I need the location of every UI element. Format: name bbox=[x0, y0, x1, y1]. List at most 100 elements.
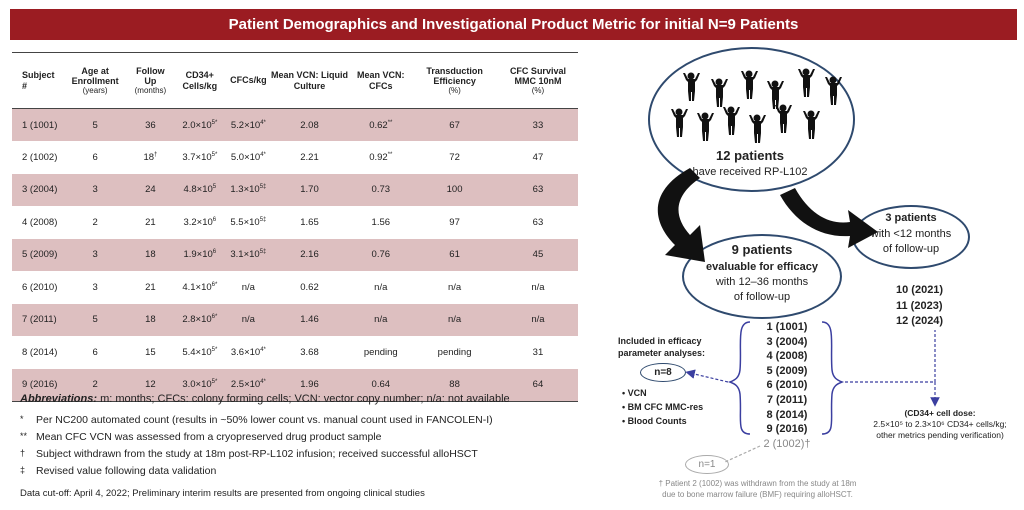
table-cell: 21 bbox=[145, 216, 156, 228]
all-patients-ellipse bbox=[648, 47, 855, 192]
abbreviations: Abbreviations: m: months; CFCs: colony f… bbox=[20, 393, 510, 405]
header-followup: Follow Up (months) bbox=[129, 52, 172, 109]
table-cell: 64 bbox=[497, 368, 578, 402]
table-cell: n/a bbox=[241, 281, 255, 293]
table-cell: 1.46 bbox=[268, 303, 351, 336]
table-cell: 67 bbox=[411, 108, 498, 141]
patient-id: 5 (2009) bbox=[766, 364, 808, 377]
table-row: 6 (2010) 3 21 4.1×106* n/a 0.62 n/a n/a n/a bbox=[12, 271, 578, 304]
table-cell: pending bbox=[363, 346, 398, 358]
table-cell: 4 (2008) bbox=[22, 216, 58, 228]
table-cell: 2.21 bbox=[300, 151, 319, 163]
header-survival: CFC Survival MMC 10nM (%) bbox=[497, 52, 578, 109]
patient-id: 9 (2016) bbox=[766, 423, 808, 436]
table-row: 3 (2004) 3 24 4.8×105 1.3×105‡ 1.70 0.73 100 63 bbox=[12, 173, 578, 206]
person-icon bbox=[749, 114, 766, 143]
table-cell: 12 bbox=[129, 368, 172, 402]
patient-id: 11 (2023) bbox=[896, 299, 943, 312]
table-cell: 3.0×105* bbox=[171, 368, 229, 402]
footnote-2: ** Mean CFC VCN was assessed from a cryop… bbox=[20, 431, 382, 443]
table-cell: 36 bbox=[129, 108, 172, 141]
table-cell: n/a bbox=[531, 281, 545, 293]
param-item: • BM CFC MMC-res bbox=[622, 402, 704, 412]
patient-id: 7 (2011) bbox=[766, 393, 808, 406]
table-cell: 100 bbox=[411, 173, 498, 206]
table-cell: 88 bbox=[411, 368, 498, 402]
table-cell: 5.2×104* bbox=[228, 108, 269, 141]
table-cell: 2.0×105* bbox=[171, 108, 229, 141]
evaluable-label: evaluable for efficacy bbox=[706, 261, 818, 273]
header-vcn-cfc: Mean VCN: CFCs bbox=[350, 52, 412, 109]
table-cell: 2 bbox=[60, 368, 130, 402]
cd34-dose-note: (CD34+ cell dose: 2.5×10⁵ to 2.3×10⁶ CD3… bbox=[873, 408, 1007, 440]
efficacy-params-list: • VCN • BM CFC MMC-res • Blood Counts bbox=[622, 386, 703, 428]
table-cell: 1.65 bbox=[300, 216, 319, 228]
arrow-to-evaluable bbox=[657, 168, 705, 262]
table-cell: 1.96 bbox=[268, 368, 351, 402]
arrow-to-short-followup bbox=[780, 188, 878, 248]
withdrawal-note: † Patient 2 (1002) was withdrawn from th… bbox=[658, 479, 857, 499]
evaluable-ellipse bbox=[682, 234, 842, 319]
table-cell: 5 (2009) bbox=[12, 238, 61, 271]
short-followup-sub-2: of follow-up bbox=[882, 243, 940, 255]
person-icon bbox=[723, 106, 740, 135]
table-cell: n/a bbox=[411, 303, 498, 336]
person-icon bbox=[825, 76, 842, 105]
left-brace bbox=[727, 321, 751, 435]
table-row: 9 (2016) 2 12 3.0×105* 2.5×104* 1.96 0.64 88 64 bbox=[12, 368, 578, 402]
data-cutoff-note: Data cut-off: April 4, 2022; Preliminary… bbox=[20, 488, 425, 499]
table-cell: 0.62** bbox=[350, 108, 412, 141]
table-cell: n/a bbox=[350, 303, 412, 336]
table-cell: 3.2×106 bbox=[183, 216, 217, 228]
table-cell: 1 (1001) bbox=[12, 108, 61, 141]
short-followup-sub-1: with <12 months bbox=[870, 228, 952, 240]
table-cell: 3.1×105‡ bbox=[228, 238, 269, 271]
table-cell: n/a bbox=[228, 303, 269, 336]
table-row: 5 (2009) 3 18 1.9×106 3.1×105‡ 2.16 0.76 61 45 bbox=[12, 238, 578, 271]
table-cell: 0.73 bbox=[350, 173, 412, 206]
withdrawn-patient-id: 2 (1002)† bbox=[763, 437, 811, 450]
param-item: • Blood Counts bbox=[622, 416, 687, 426]
table-cell: 1.9×106 bbox=[171, 238, 229, 271]
table-cell: 5.5×105‡ bbox=[230, 216, 267, 228]
table-cell: n/a bbox=[374, 281, 388, 293]
evaluable-id-list: 1 (1001) 3 (2004) 4 (2008) 5 (2009) 6 (2… bbox=[757, 320, 817, 451]
header-vcn-lc: Mean VCN: Liquid Culture bbox=[268, 52, 351, 109]
table-cell: 2.16 bbox=[268, 238, 351, 271]
table-cell: 24 bbox=[129, 173, 172, 206]
table-cell: 3.7×105* bbox=[182, 151, 218, 163]
table-cell: 21 bbox=[145, 281, 156, 293]
evaluable-count: 9 patients bbox=[731, 242, 793, 257]
dash-to-n8 bbox=[685, 369, 729, 383]
table-header: Subject # Age at Enrollment (years) Follo… bbox=[12, 52, 578, 109]
table-row: 2 (1002) 6 18† 3.7×105* 5.0×104* 2.21 0.92** 72… bbox=[12, 141, 578, 174]
header-subject: Subject # bbox=[12, 52, 61, 109]
patient-id: 10 (2021) bbox=[896, 284, 944, 296]
table-cell: 63 bbox=[497, 173, 578, 206]
table-cell: 18† bbox=[143, 151, 158, 163]
table-cell: 47 bbox=[532, 151, 544, 163]
person-icon bbox=[741, 70, 758, 99]
table-cell: 6 bbox=[92, 346, 98, 358]
table-cell: 9 (2016) bbox=[12, 368, 61, 402]
table-cell: 2 (1002) bbox=[22, 151, 58, 163]
evaluable-sub-2: of follow-up bbox=[733, 291, 791, 303]
table-cell: 4.8×105 bbox=[171, 173, 229, 206]
table-cell: 3.68 bbox=[300, 346, 319, 358]
table-cell: 5 bbox=[60, 303, 130, 336]
header-cfcs: CFCs/kg bbox=[228, 52, 269, 109]
table-cell: 97 bbox=[449, 216, 460, 228]
table-cell: 3 (2004) bbox=[12, 173, 61, 206]
table-cell: 33 bbox=[497, 108, 578, 141]
table-cell: 3 bbox=[92, 281, 98, 293]
table-cell: 4.1×106* bbox=[182, 281, 218, 293]
evaluable-sub-1: with 12–36 months bbox=[715, 276, 809, 288]
table-cell: 1.56 bbox=[371, 216, 391, 228]
total-patients-count: 12 patients bbox=[716, 148, 784, 163]
dash-to-n1 bbox=[724, 445, 761, 463]
patient-id: 3 (2004) bbox=[766, 335, 808, 348]
table-cell: 6 bbox=[92, 151, 98, 163]
table-cell: 2.8×106* bbox=[171, 303, 229, 336]
table-cell: 1.70 bbox=[268, 173, 351, 206]
footnote-1: * Per NC200 automated count (results in ~… bbox=[20, 414, 493, 426]
